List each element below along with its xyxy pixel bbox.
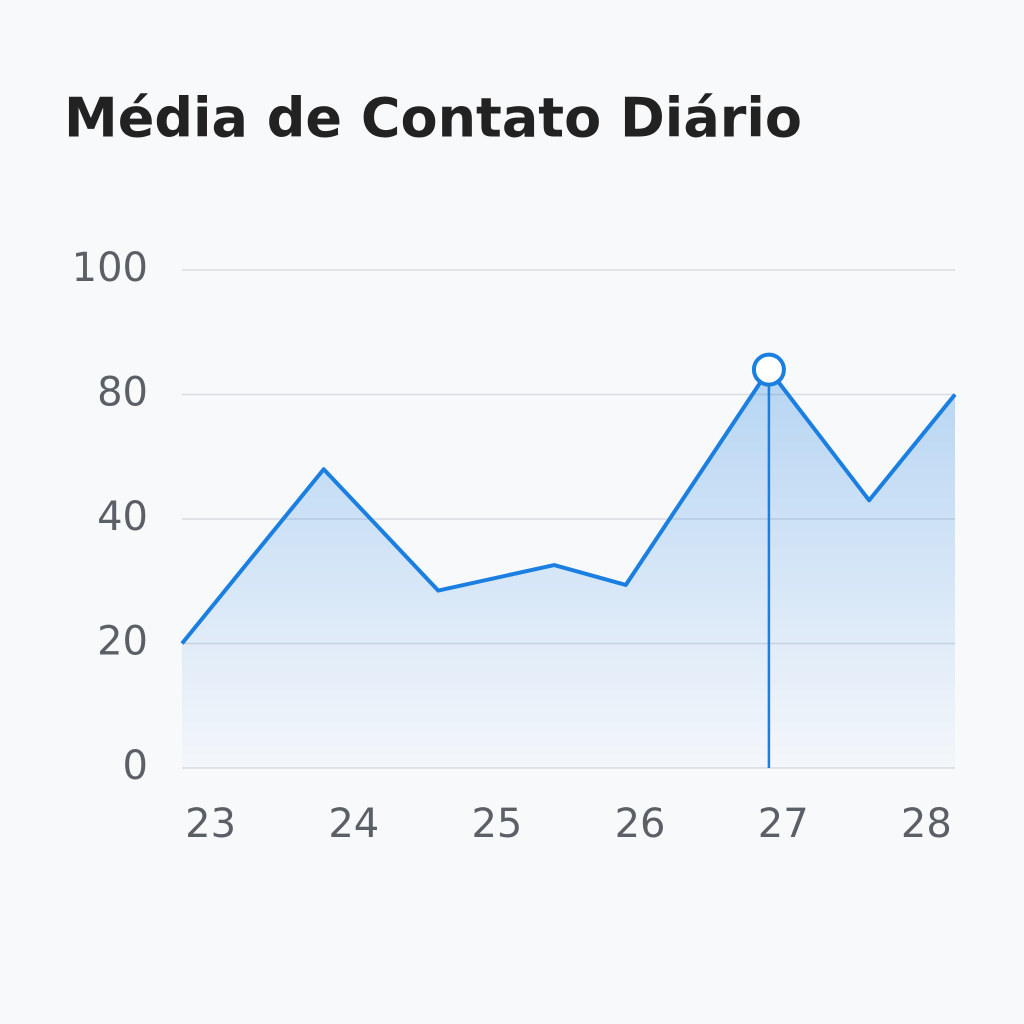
x-tick-label: 27 xyxy=(758,801,809,847)
y-tick-label: 80 xyxy=(97,370,148,416)
y-tick-label: 0 xyxy=(123,743,148,789)
y-tick-label: 100 xyxy=(72,245,148,291)
area-fill xyxy=(182,369,955,768)
x-tick-label: 28 xyxy=(901,801,952,847)
x-tick-label: 23 xyxy=(185,801,236,847)
x-tick-label: 26 xyxy=(615,801,666,847)
line xyxy=(180,367,957,645)
x-tick-label: 24 xyxy=(328,801,379,847)
y-tick-label: 40 xyxy=(97,494,148,540)
highlight-point xyxy=(751,352,786,387)
chart-title: Média de Contato Diário xyxy=(64,87,802,150)
y-tick-label: 20 xyxy=(97,619,148,665)
x-tick-label: 25 xyxy=(471,801,522,847)
